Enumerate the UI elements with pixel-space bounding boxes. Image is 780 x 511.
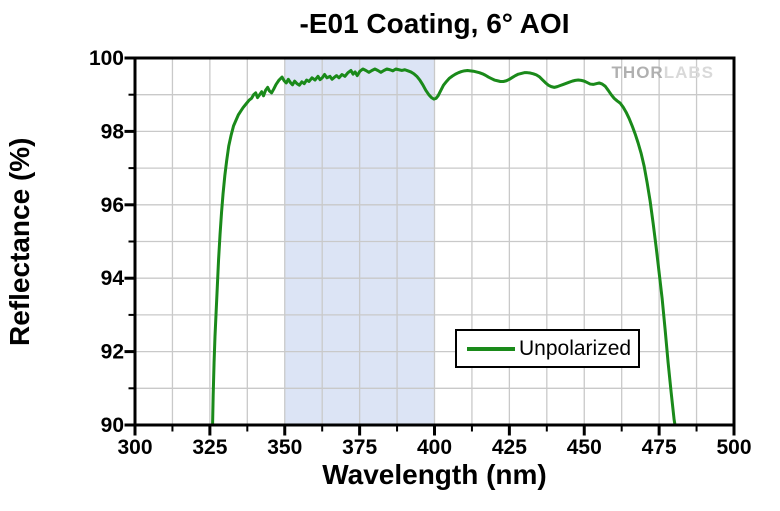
y-tick-label: 94 [101, 267, 125, 290]
legend: Unpolarized [455, 329, 640, 368]
thorlabs-watermark: THORLABS [612, 63, 714, 83]
x-tick-label: 350 [267, 436, 302, 459]
plot-frame [133, 56, 736, 427]
y-axis-label: Reflectance (%) [4, 137, 35, 346]
watermark-labs: LABS [663, 63, 714, 82]
x-tick-label: 300 [117, 436, 152, 459]
y-tick-label: 98 [101, 120, 125, 143]
y-tick-label: 92 [101, 341, 124, 364]
x-tick-label: 425 [492, 436, 527, 459]
watermark-thor: THOR [611, 63, 664, 82]
y-tick-label: 90 [101, 414, 124, 437]
x-tick-label: 475 [642, 436, 677, 459]
x-tick-label: 500 [716, 436, 751, 459]
legend-label: Unpolarized [519, 336, 632, 360]
x-tick-label: 325 [192, 436, 227, 459]
legend-line-sample [467, 346, 515, 351]
y-tick-label: 96 [101, 194, 124, 217]
unpolarized-curve [211, 67, 677, 427]
x-tick-label: 375 [342, 436, 377, 459]
y-tick-label: 100 [89, 47, 124, 70]
x-tick-label: 400 [417, 436, 452, 459]
x-tick-label: 450 [567, 436, 602, 459]
chart-title: -E01 Coating, 6° AOI [299, 8, 570, 39]
x-axis-label: Wavelength (nm) [322, 459, 547, 490]
